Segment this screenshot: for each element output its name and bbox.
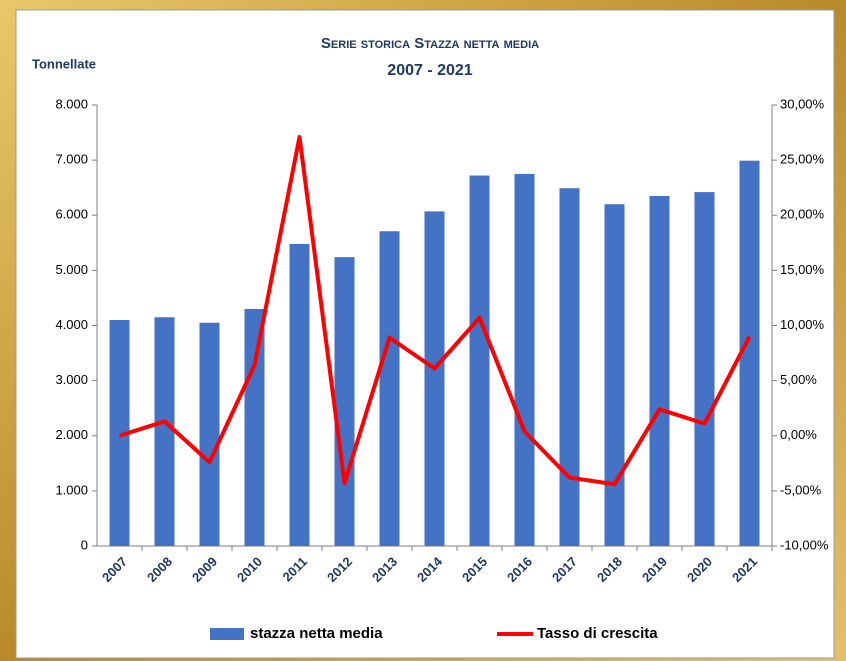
bar: [289, 243, 310, 547]
bar: [199, 322, 220, 546]
y-tick-label: 3.000: [55, 372, 88, 387]
y2-tick-label: 0,00%: [780, 427, 817, 442]
chart-title: Serie storica Stazza netta media: [321, 35, 539, 52]
bar: [694, 192, 715, 546]
y2-tick-label: 5,00%: [780, 372, 817, 387]
legend-label: stazza netta media: [250, 625, 383, 642]
y-tick-label: 5.000: [55, 262, 88, 277]
bar: [154, 317, 175, 546]
y-tick-label: 0: [81, 537, 88, 552]
y-tick-label: 1.000: [55, 482, 88, 497]
bar: [244, 308, 265, 546]
bar: [514, 173, 535, 546]
y2-tick-label: 30,00%: [780, 96, 825, 111]
y2-tick-label: -10,00%: [780, 537, 829, 552]
chart-subtitle: 2007 - 2021: [387, 62, 473, 79]
bar: [379, 231, 400, 546]
y2-tick-label: 25,00%: [780, 152, 825, 167]
y-tick-label: 7.000: [55, 152, 88, 167]
line: [118, 134, 752, 487]
y-tick-label: 2.000: [55, 427, 88, 442]
y2-tick-label: -5,00%: [780, 482, 822, 497]
bar: [559, 188, 580, 546]
bar: [604, 204, 625, 546]
bar: [469, 175, 490, 546]
bar: [649, 195, 670, 547]
y-axis-label: Tonnellate: [32, 56, 96, 71]
bar: [739, 160, 760, 546]
y-tick-label: 4.000: [55, 317, 88, 332]
y2-tick-label: 15,00%: [780, 262, 825, 277]
legend-label: Tasso di crescita: [537, 625, 658, 642]
y-tick-label: 8.000: [55, 96, 88, 111]
y-tick-label: 6.000: [55, 207, 88, 222]
bar: [109, 319, 130, 546]
bar: [424, 211, 445, 547]
bar: [334, 257, 355, 546]
y2-tick-label: 20,00%: [780, 207, 825, 222]
y2-tick-label: 10,00%: [780, 317, 825, 332]
legend-swatch: [210, 628, 244, 640]
